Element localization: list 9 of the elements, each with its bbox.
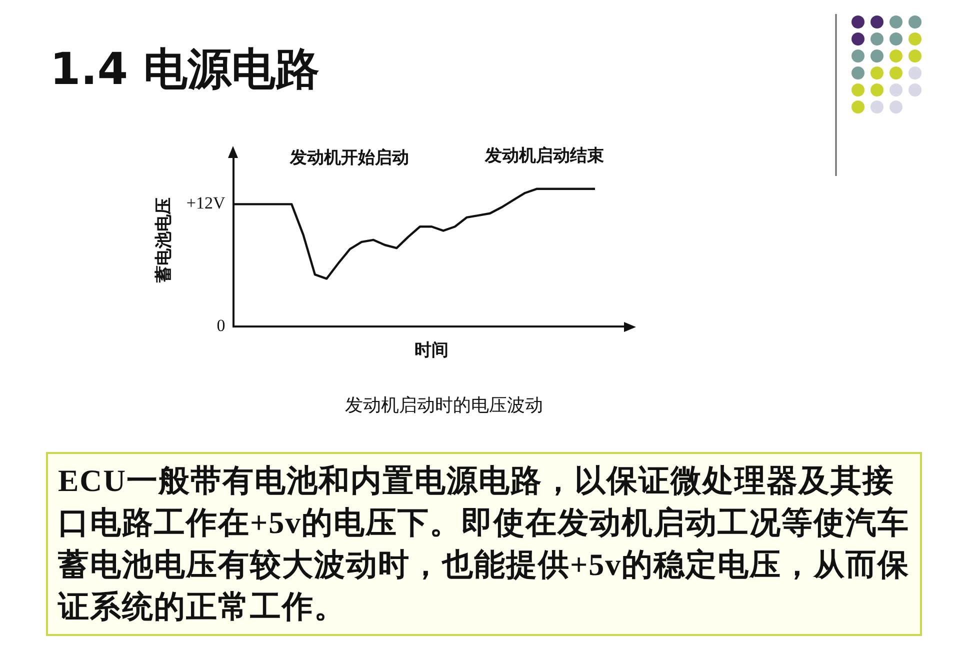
x-axis-title: 时间 bbox=[414, 340, 449, 360]
annotation: 发动机启动结束 bbox=[485, 145, 604, 167]
annotation: 发动机开始启动 bbox=[290, 147, 409, 169]
y-axis-title: 蓄电池电压 bbox=[154, 197, 173, 284]
text: ECU一般带有电池和内置电源电路，以保证微处理器及其接口电路工作在+5v的电压下。即使在发动机启动工况等使汽车蓄电池电压有较大波动时，也能提供+5v的稳定电压，从而保证系统的正常工作。 bbox=[46, 452, 922, 636]
chart-title: 1.4 电源电路 bbox=[50, 43, 320, 97]
text: 发动机启动时的电压波动 bbox=[345, 394, 543, 417]
y-tick-label: 0 bbox=[216, 316, 226, 336]
y-tick-label: +12V bbox=[186, 194, 226, 213]
